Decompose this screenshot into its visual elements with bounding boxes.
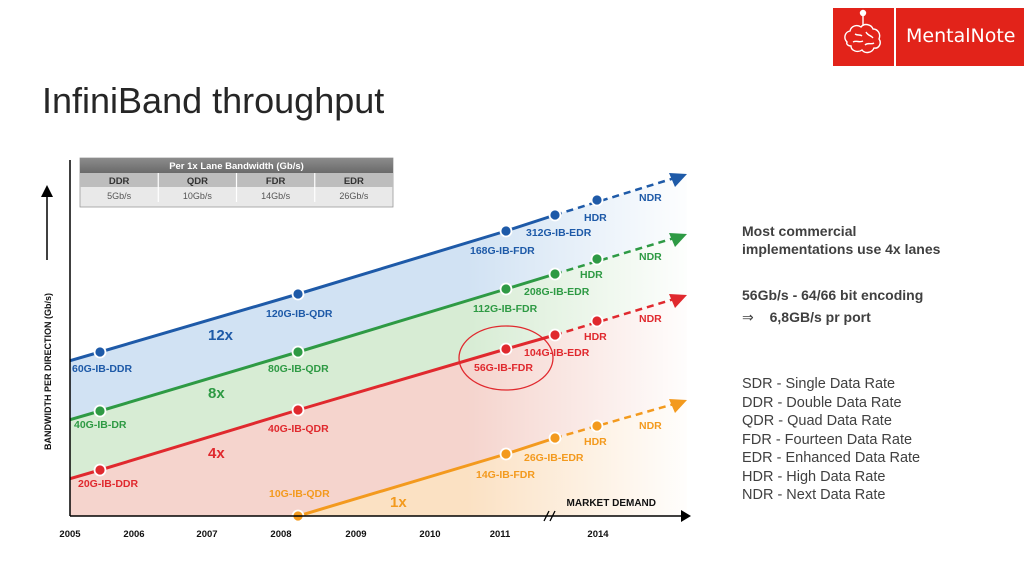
brain-icon (844, 9, 881, 54)
data-point (590, 314, 604, 328)
table-header-cell: EDR (344, 176, 364, 187)
brand-name: MentalNote (906, 25, 1016, 47)
x-axis-label: MARKET DEMAND (567, 498, 656, 509)
note-encoding: 56Gb/s - 64/66 bit encoding (742, 287, 924, 303)
table-title-bar (80, 158, 393, 173)
x-axis-arrowhead (681, 510, 691, 522)
abbr-hdr: HDR - High Data Rate (742, 468, 886, 485)
table-value-cell: 5Gb/s (107, 191, 132, 201)
data-point (499, 447, 513, 461)
data-label: 20G-IB-DDR (78, 478, 139, 490)
series-projection-4x (554, 295, 682, 337)
data-label: 208G-IB-EDR (524, 286, 590, 298)
data-label: HDR (584, 212, 607, 224)
data-point (548, 267, 562, 281)
data-label: 14G-IB-FDR (476, 469, 535, 481)
table-value-cell: 10Gb/s (183, 191, 213, 201)
data-point (548, 328, 562, 342)
data-point (590, 419, 604, 433)
data-label: NDR (639, 313, 662, 325)
data-point (93, 404, 107, 418)
infiniband-roadmap-chart: 60G-IB-DDR 120G-IB-QDR 168G-IB-FDR 312G-IB-… (41, 150, 706, 540)
y-axis-label: BANDWIDTH PER DIRECTION (Gb/s) (43, 293, 53, 450)
data-point (291, 403, 305, 417)
data-point (291, 287, 305, 301)
note-per-port: ⇒ 6,8GB/s pr port (742, 308, 871, 326)
data-point (499, 342, 513, 356)
data-label: HDR (584, 436, 607, 448)
lane-label: 8x (208, 385, 225, 402)
table-value-cell: 14Gb/s (261, 191, 291, 201)
data-point (590, 193, 604, 207)
abbr-ddr: DDR - Double Data Rate (742, 394, 902, 411)
data-label: 40G-IB-QDR (268, 423, 329, 435)
lane-label: 1x (390, 494, 407, 511)
data-point (499, 282, 513, 296)
series-arrowhead-12x (669, 173, 687, 187)
series-arrowhead-4x (669, 294, 687, 308)
data-point (93, 345, 107, 359)
data-point (93, 463, 107, 477)
data-label: 120G-IB-QDR (266, 308, 333, 320)
table-header-cell: FDR (266, 176, 286, 187)
abbr-sdr: SDR - Single Data Rate (742, 376, 896, 392)
data-label: 26G-IB-EDR (524, 452, 584, 464)
fade-overlay (70, 150, 706, 520)
x-tick-label: 2005 (59, 529, 81, 540)
data-label: 56G-IB-FDR (474, 362, 533, 374)
brand-logo: MentalNote (833, 8, 1024, 66)
data-label: 40G-IB-DR (74, 419, 127, 431)
data-label: 10G-IB-QDR (269, 488, 330, 500)
abbr-edr: EDR - Enhanced Data Rate (742, 450, 921, 466)
data-label: NDR (639, 420, 662, 432)
x-tick-label: 2007 (196, 529, 217, 540)
data-label: 112G-IB-FDR (473, 303, 538, 315)
table-value-cell: 26Gb/s (339, 191, 369, 201)
abbr-ndr: NDR - Next Data Rate (742, 487, 886, 503)
abbr-qdr: QDR - Quad Data Rate (742, 413, 892, 429)
abbreviation-list: SDR - Single Data Rate DDR - Double Data… (742, 375, 920, 505)
data-label: NDR (639, 251, 662, 263)
data-point (548, 208, 562, 222)
note-lanes-line1: Most commercial (742, 223, 857, 239)
data-point (291, 345, 305, 359)
implies-icon: ⇒ (742, 309, 754, 325)
y-label-arrowhead (41, 185, 53, 197)
table-header-cell: DDR (109, 176, 130, 187)
x-tick-label: 2009 (345, 529, 366, 540)
note-lanes: Most commercial implementations use 4x l… (742, 222, 940, 258)
data-label: 312G-IB-EDR (526, 227, 592, 239)
logo-divider (894, 8, 896, 66)
series-arrowhead-1x (669, 399, 687, 413)
x-tick-label: 2014 (587, 529, 609, 540)
series-arrowhead-8x (669, 233, 687, 247)
series-projection-12x (554, 174, 682, 217)
lane-label: 4x (208, 445, 225, 462)
slide-title: InfiniBand throughput (42, 80, 385, 121)
abbr-fdr: FDR - Fourteen Data Rate (742, 431, 913, 448)
data-label: 104G-IB-EDR (524, 347, 590, 359)
data-point (590, 252, 604, 266)
x-tick-label: 2006 (123, 529, 144, 540)
data-label: HDR (580, 269, 603, 281)
x-tick-label: 2011 (490, 529, 511, 540)
data-label: HDR (584, 331, 607, 343)
data-label: NDR (639, 192, 662, 204)
table-title: Per 1x Lane Bandwidth (Gb/s) (169, 161, 304, 172)
data-label: 80G-IB-QDR (268, 363, 329, 375)
series-projection-8x (554, 234, 682, 276)
axis-break (543, 510, 556, 522)
note-lanes-line2: implementations use 4x lanes (742, 241, 941, 257)
series-projection-1x (554, 400, 682, 440)
table-header-cell: QDR (187, 176, 208, 187)
data-point (548, 431, 562, 445)
data-point (499, 224, 513, 238)
highlight-circle (458, 325, 554, 391)
data-label: 168G-IB-FDR (470, 245, 535, 257)
x-tick-label: 2010 (419, 529, 440, 540)
lane-label: 12x (208, 327, 234, 344)
x-tick-label: 2008 (270, 529, 291, 540)
data-label: 60G-IB-DDR (72, 363, 133, 375)
note-per-port-value: 6,8GB/s pr port (769, 309, 871, 325)
